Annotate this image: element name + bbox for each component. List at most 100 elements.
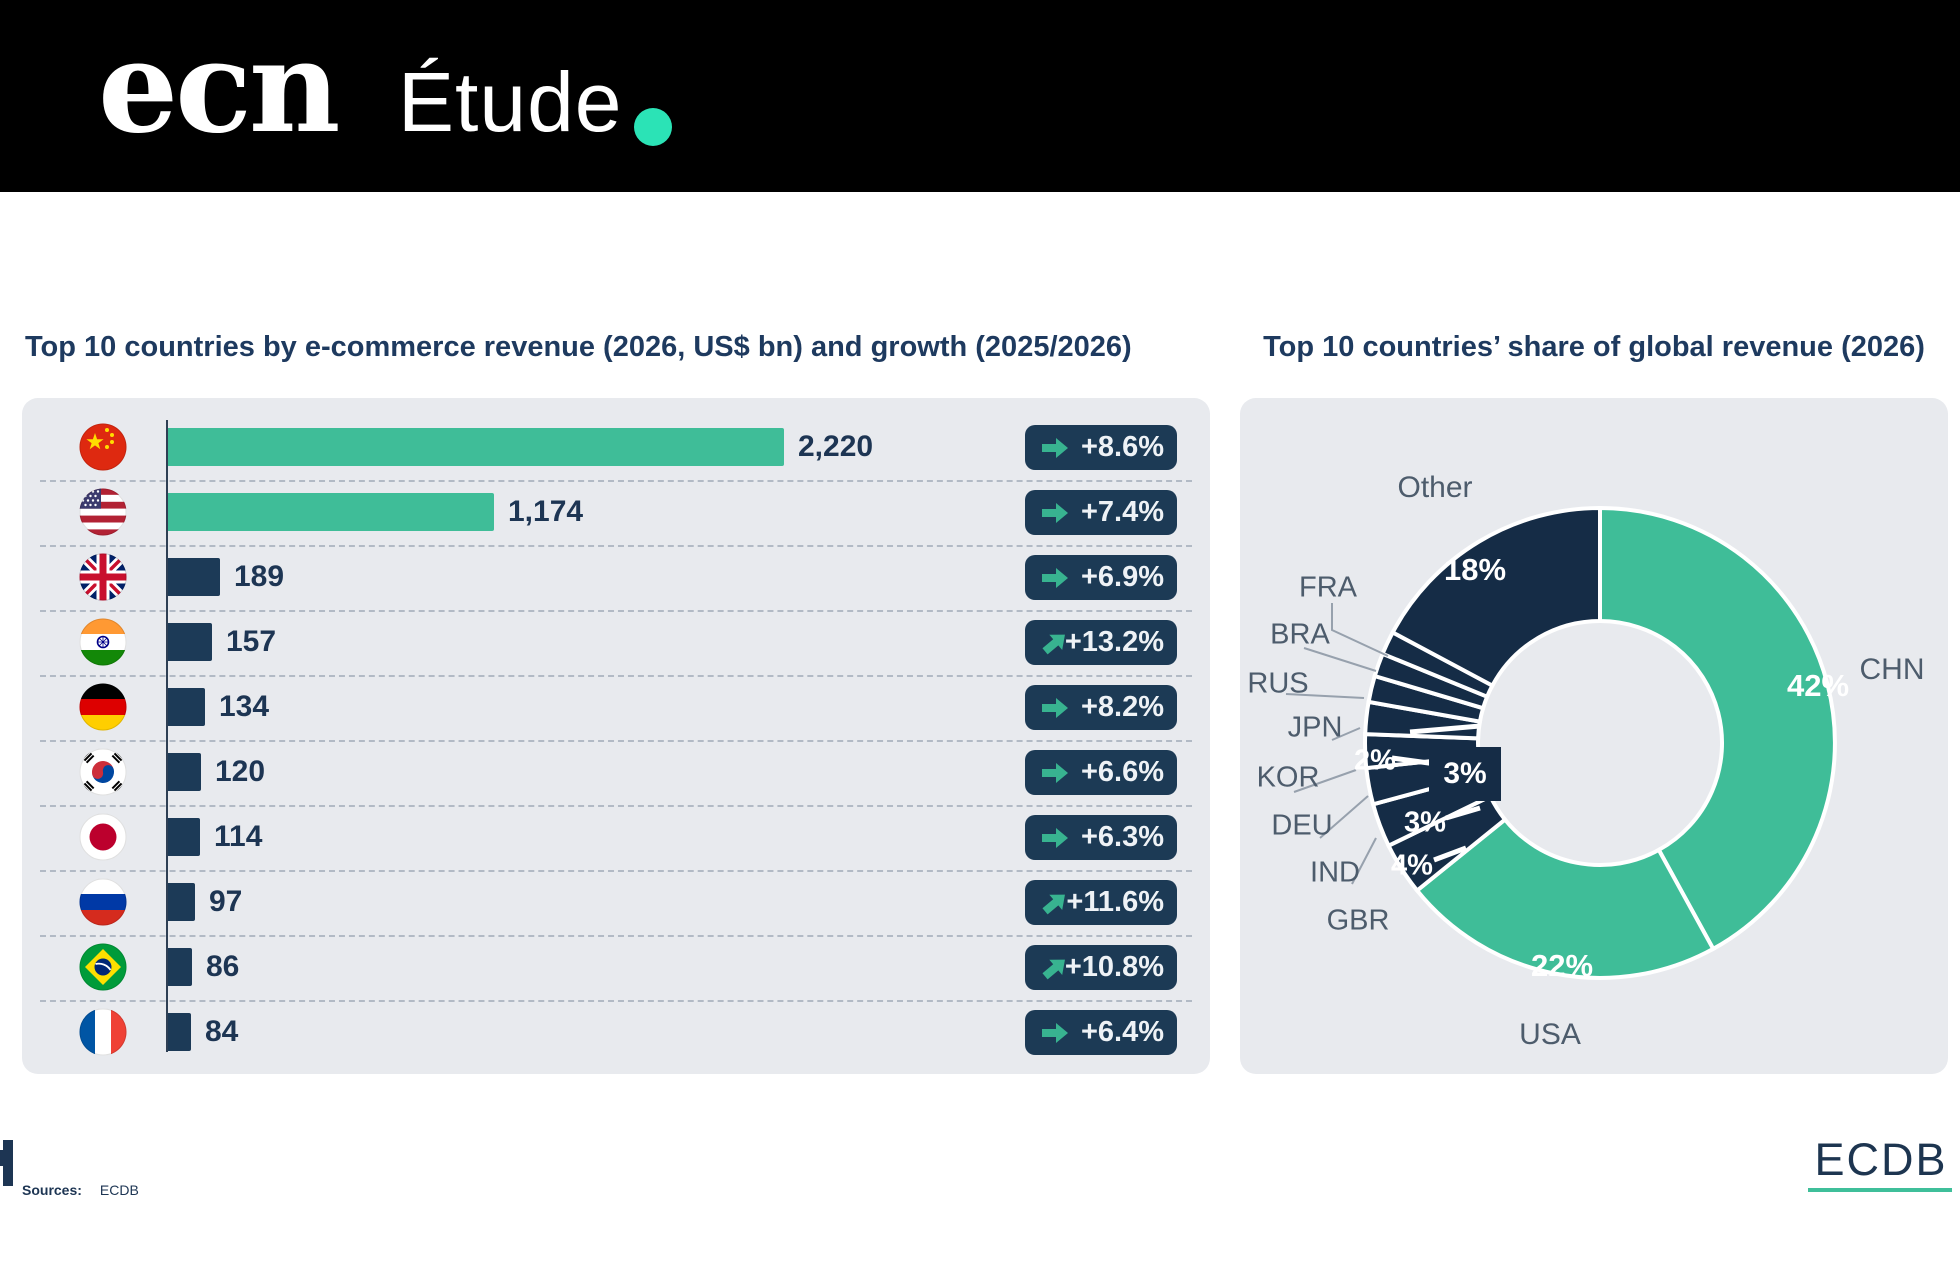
donut-pct-ind: 3% <box>1404 806 1446 839</box>
donut-label-bra: BRA <box>1270 618 1330 651</box>
revenue-value: 86 <box>206 950 240 983</box>
bar-row-uk: 189 +6.9% <box>22 545 1210 610</box>
bar-row-usa: 1,174 +7.4% <box>22 480 1210 545</box>
revenue-value: 84 <box>205 1015 239 1048</box>
revenue-bar <box>168 558 220 596</box>
row-separator <box>40 740 1192 742</box>
flag-uk-icon <box>79 553 127 601</box>
growth-value: +7.4% <box>1080 496 1164 528</box>
growth-arrow-icon <box>1042 762 1068 783</box>
revenue-bar <box>168 948 192 986</box>
row-separator <box>40 805 1192 807</box>
growth-badge: +6.3% <box>1025 815 1177 860</box>
revenue-bar <box>168 883 195 921</box>
flag-china-icon <box>79 423 127 471</box>
donut-label-gbr: GBR <box>1326 904 1390 937</box>
growth-arrow-icon <box>1042 697 1068 718</box>
growth-badge: +10.8% <box>1025 945 1177 990</box>
revenue-value: 1,174 <box>508 495 584 528</box>
bar-row-brazil: 86 +10.8% <box>22 935 1210 1000</box>
flag-usa-icon <box>79 488 127 536</box>
leader-lines <box>1285 603 1389 885</box>
growth-badge: +8.2% <box>1025 685 1177 730</box>
donut-chart-panel: Other FRA BRA RUS JPN KOR DEU IND GBR US… <box>1240 398 1948 1074</box>
donut-pct-chn: 42% <box>1786 668 1850 703</box>
revenue-value: 114 <box>214 820 263 853</box>
cropped-logo-fragment <box>0 1150 3 1166</box>
bar-chart-panel: 2,220 +8.6% <box>22 398 1210 1074</box>
ecdb-logo: ECDB <box>1814 1134 1948 1185</box>
growth-badge: +7.4% <box>1025 490 1177 535</box>
growth-arrow-icon <box>1042 959 1065 979</box>
flag-brazil-icon <box>79 943 127 991</box>
growth-badge: +6.4% <box>1025 1010 1177 1055</box>
donut-label-rus: RUS <box>1247 667 1309 700</box>
row-separator <box>40 480 1192 482</box>
growth-arrow-icon <box>1042 827 1068 848</box>
flag-southkorea-icon <box>79 748 127 796</box>
donut-pct-other: 18% <box>1443 552 1507 587</box>
bar-row-china: 2,220 +8.6% <box>22 415 1210 480</box>
bar-row-southkorea: 120 +6.6% <box>22 740 1210 805</box>
donut-chart <box>1285 505 1837 980</box>
donut-label-kor: KOR <box>1256 761 1320 794</box>
flag-russia-icon <box>79 878 127 926</box>
donut-pct-kor: 2% <box>1354 744 1396 777</box>
growth-value: +8.6% <box>1080 431 1164 463</box>
growth-value: +8.2% <box>1080 691 1164 723</box>
donut-segment-chn <box>1598 505 1837 952</box>
axis-line <box>166 420 168 1052</box>
revenue-bar <box>168 688 205 726</box>
left-chart-title: Top 10 countries by e-commerce revenue (… <box>25 331 1132 363</box>
flag-japan-icon <box>79 813 127 861</box>
row-separator <box>40 675 1192 677</box>
sources-value: ECDB <box>99 1182 139 1198</box>
donut-label-deu: DEU <box>1271 809 1333 842</box>
revenue-value: 189 <box>234 560 285 593</box>
revenue-value: 120 <box>215 755 266 788</box>
sources-line: Sources: ECDB <box>22 1182 139 1198</box>
growth-value: +13.2% <box>1064 626 1164 658</box>
bar-row-india: 157 +13.2% <box>22 610 1210 675</box>
growth-value: +6.9% <box>1080 561 1164 593</box>
growth-badge: +6.9% <box>1025 555 1177 600</box>
bar-row-france: 84 +6.4% <box>22 1000 1210 1065</box>
right-chart-title: Top 10 countries’ share of global revenu… <box>1263 331 1925 363</box>
accent-dot-icon <box>634 108 672 146</box>
bar-row-japan: 114 +6.3% <box>22 805 1210 870</box>
flag-france-icon <box>79 1008 127 1056</box>
ecdb-logo-underline <box>1808 1188 1952 1192</box>
bar-row-germany: 134 +8.2% <box>22 675 1210 740</box>
ecn-logo: ecn <box>98 13 340 161</box>
growth-value: +10.8% <box>1064 951 1164 983</box>
donut-segment-other <box>1389 505 1602 689</box>
donut-label-fra: FRA <box>1299 571 1357 604</box>
donut-label-other: Other <box>1397 471 1473 504</box>
growth-arrow-icon <box>1042 1022 1068 1043</box>
growth-arrow-icon <box>1042 894 1065 914</box>
donut-segment-usa <box>1414 816 1716 980</box>
growth-arrow-icon <box>1042 502 1068 523</box>
growth-arrow-icon <box>1042 567 1068 588</box>
donut-label-chn: CHN <box>1859 653 1925 686</box>
row-separator <box>40 1000 1192 1002</box>
growth-badge: +8.6% <box>1025 425 1177 470</box>
donut-pct-usa: 22% <box>1530 948 1594 983</box>
donut-label-ind: IND <box>1310 856 1360 889</box>
donut-pct-gbr: 4% <box>1391 849 1433 882</box>
revenue-bar <box>168 818 200 856</box>
growth-badge: +13.2% <box>1025 620 1177 665</box>
growth-arrow-icon <box>1042 634 1065 654</box>
header-bar: ecn Étude <box>0 0 1960 192</box>
revenue-bar <box>168 753 201 791</box>
row-separator <box>40 935 1192 937</box>
flag-germany-icon <box>79 683 127 731</box>
growth-badge: +11.6% <box>1025 880 1177 925</box>
revenue-bar <box>168 428 784 466</box>
revenue-bar <box>168 493 494 531</box>
donut-label-jpn: JPN <box>1287 711 1343 744</box>
bar-row-russia: 97 +11.6% <box>22 870 1210 935</box>
revenue-value: 134 <box>219 690 270 723</box>
revenue-value: 2,220 <box>798 430 874 463</box>
growth-arrow-icon <box>1042 437 1068 458</box>
